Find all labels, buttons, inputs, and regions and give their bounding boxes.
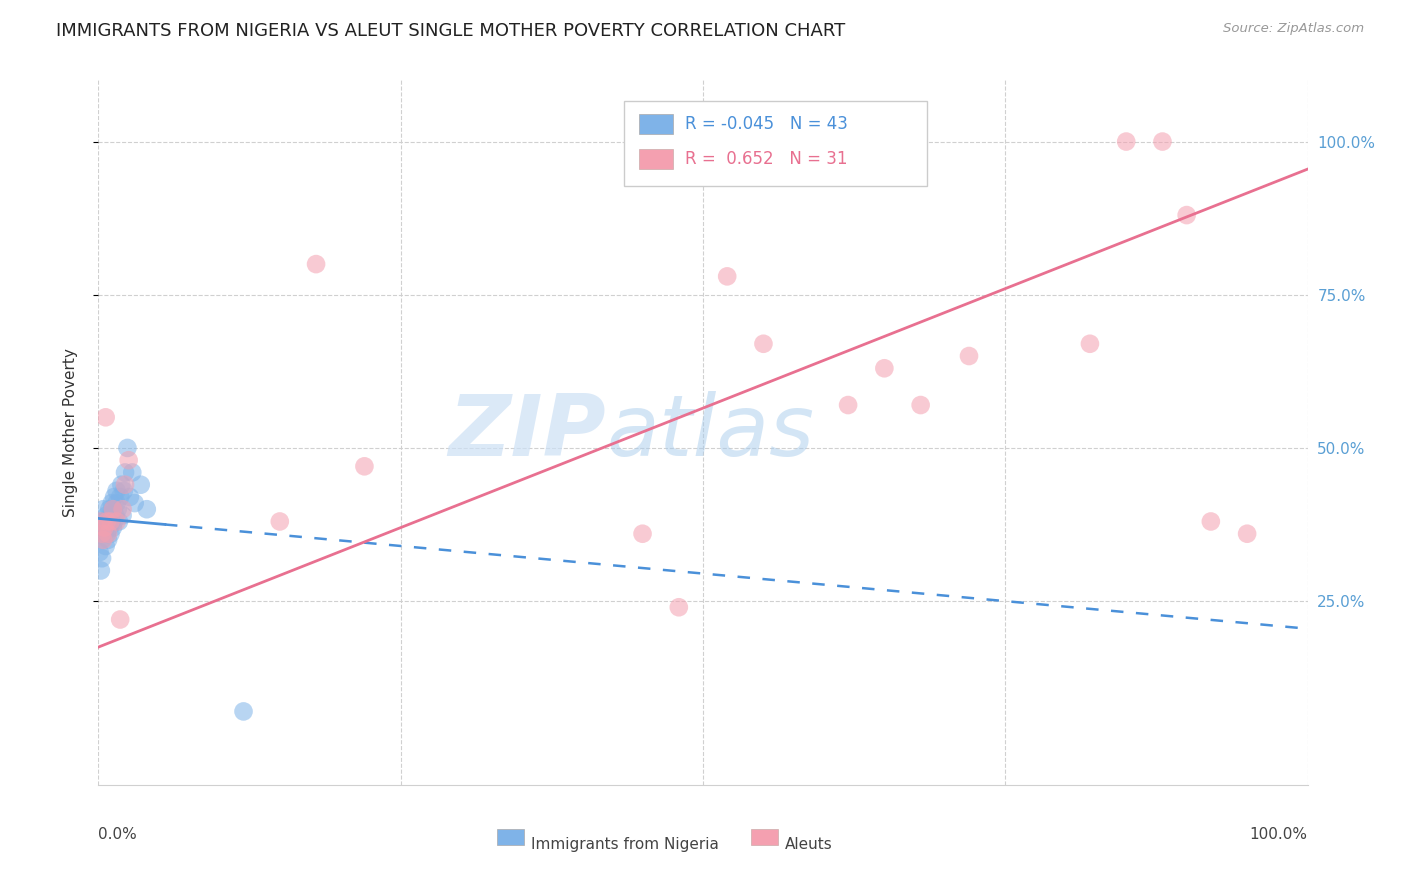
Point — [94, 520, 117, 534]
Point — [305, 257, 328, 271]
Bar — [624, 102, 927, 186]
Point — [668, 600, 690, 615]
Bar — [638, 149, 673, 169]
Text: R =  0.652   N = 31: R = 0.652 N = 31 — [685, 150, 848, 169]
Point — [98, 520, 121, 534]
Point — [118, 453, 141, 467]
Point — [1236, 526, 1258, 541]
Point — [107, 502, 129, 516]
Point — [269, 515, 291, 529]
Point — [91, 551, 114, 566]
Bar — [751, 830, 778, 845]
Point — [91, 526, 114, 541]
Text: IMMIGRANTS FROM NIGERIA VS ALEUT SINGLE MOTHER POVERTY CORRELATION CHART: IMMIGRANTS FROM NIGERIA VS ALEUT SINGLE … — [56, 22, 845, 40]
Point — [103, 490, 125, 504]
Point — [101, 502, 124, 516]
Point — [108, 490, 131, 504]
Point — [121, 466, 143, 480]
Text: 100.0%: 100.0% — [1250, 827, 1308, 842]
Point — [105, 515, 128, 529]
Point — [103, 515, 125, 529]
Point — [112, 483, 135, 498]
Point — [97, 526, 120, 541]
Point — [100, 515, 122, 529]
Point — [1175, 208, 1198, 222]
Point — [117, 441, 139, 455]
Point — [91, 533, 114, 547]
Point — [100, 496, 122, 510]
Point — [93, 515, 115, 529]
Point — [105, 496, 128, 510]
Point — [129, 477, 152, 491]
Text: 0.0%: 0.0% — [98, 827, 138, 842]
Point — [97, 515, 120, 529]
Point — [96, 515, 118, 529]
Point — [96, 508, 118, 523]
Point — [104, 508, 127, 523]
Point — [910, 398, 932, 412]
Point — [105, 483, 128, 498]
Point — [100, 508, 122, 523]
Point — [110, 477, 132, 491]
Point — [98, 502, 121, 516]
Point — [94, 410, 117, 425]
Point — [111, 502, 134, 516]
Point — [91, 502, 114, 516]
Point — [716, 269, 738, 284]
Point — [114, 477, 136, 491]
Point — [232, 705, 254, 719]
Point — [118, 490, 141, 504]
Point — [90, 526, 112, 541]
Bar — [498, 830, 524, 845]
Point — [1115, 135, 1137, 149]
Text: R = -0.045   N = 43: R = -0.045 N = 43 — [685, 115, 848, 133]
Point — [90, 515, 112, 529]
Point — [94, 539, 117, 553]
Y-axis label: Single Mother Poverty: Single Mother Poverty — [63, 348, 77, 517]
Point — [100, 526, 122, 541]
Bar — [638, 114, 673, 134]
Point — [91, 515, 114, 529]
Point — [108, 515, 131, 529]
Point — [101, 502, 124, 516]
Point — [97, 533, 120, 547]
Point — [93, 526, 115, 541]
Point — [93, 520, 115, 534]
Point — [752, 336, 775, 351]
Point — [631, 526, 654, 541]
Point — [135, 502, 157, 516]
Point — [111, 508, 134, 523]
Text: atlas: atlas — [606, 391, 814, 475]
Text: ZIP: ZIP — [449, 391, 606, 475]
Point — [1152, 135, 1174, 149]
Text: Aleuts: Aleuts — [785, 837, 832, 852]
Point — [1199, 515, 1222, 529]
Point — [90, 564, 112, 578]
Point — [124, 496, 146, 510]
Point — [108, 613, 131, 627]
Point — [114, 466, 136, 480]
Text: Source: ZipAtlas.com: Source: ZipAtlas.com — [1223, 22, 1364, 36]
Point — [353, 459, 375, 474]
Point — [101, 520, 124, 534]
Point — [837, 398, 859, 412]
Point — [89, 545, 111, 559]
Point — [873, 361, 896, 376]
Point — [96, 526, 118, 541]
Point — [91, 533, 114, 547]
Point — [91, 520, 114, 534]
Text: Immigrants from Nigeria: Immigrants from Nigeria — [531, 837, 720, 852]
Point — [957, 349, 980, 363]
Point — [100, 515, 122, 529]
Point — [1078, 336, 1101, 351]
